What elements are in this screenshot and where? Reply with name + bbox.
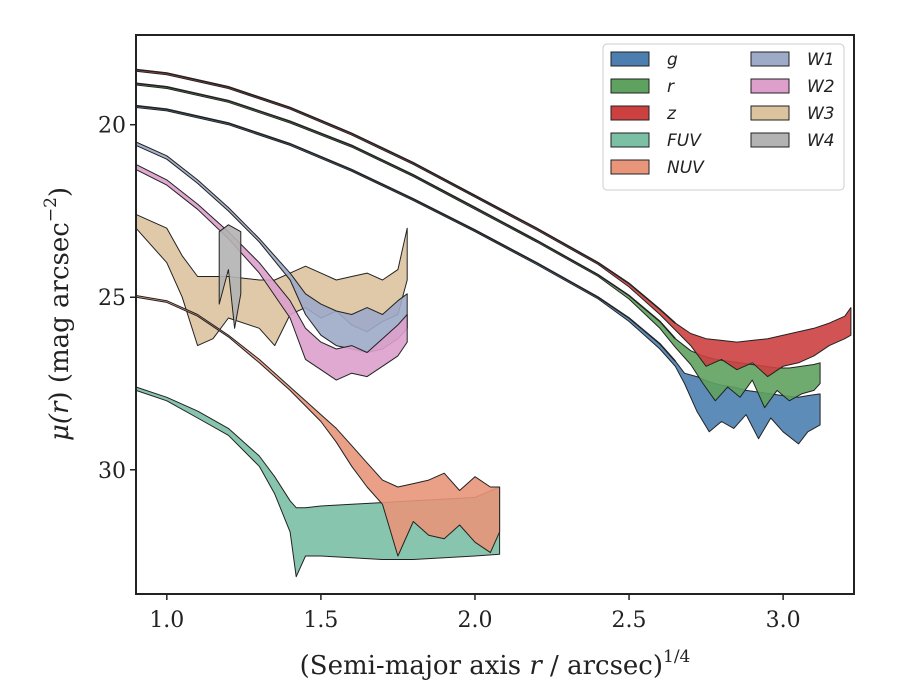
x-axis-label-superscript: 1/4: [663, 647, 690, 667]
legend-label-w3: W3: [807, 104, 835, 124]
x-tick-label: 1.5: [303, 608, 338, 633]
legend-label-w1: W1: [807, 50, 835, 70]
legend-label-w2: W2: [807, 77, 835, 97]
band-areas: [135, 69, 852, 578]
x-tick-label: 1.0: [149, 608, 184, 633]
legend-swatch-w3: [750, 105, 790, 121]
legend-swatch-nuv: [610, 159, 650, 175]
y-tick-label: 25: [98, 286, 126, 311]
x-ticks: 1.0 1.5 2.0 2.5 3.0: [149, 594, 801, 633]
legend-label-r: r: [667, 77, 675, 97]
legend-label-nuv: NUV: [667, 158, 705, 178]
y-tick-label: 20: [98, 114, 126, 139]
profile-line-2: [135, 82, 676, 340]
y-axis-label-mu: μ(: [45, 413, 75, 441]
x-axis-label-var: r: [529, 651, 543, 681]
band-area-w4: [218, 224, 242, 329]
x-tick-label: 3.0: [766, 608, 801, 633]
band-area-w2: [135, 163, 408, 381]
legend-label-z: z: [666, 104, 677, 124]
plot-frame: [135, 34, 855, 595]
legend-swatch-fuv: [610, 132, 650, 148]
profile-line-1: [135, 68, 676, 324]
legend-label-w4: W4: [807, 131, 835, 151]
x-axis-label-middle: / arcsec): [542, 651, 663, 681]
legend-swatch-g: [610, 51, 650, 67]
legend: grz FUV NUV W1 W2 W3 W4: [602, 43, 845, 191]
profile-line-3: [135, 104, 676, 362]
y-axis-label-close: ): [45, 187, 75, 197]
legend-label-fuv: FUV: [667, 131, 702, 151]
x-tick-label: 2.5: [612, 608, 647, 633]
y-tick-label: 30: [98, 459, 126, 484]
profile-lines: [135, 68, 676, 362]
legend-swatch-w1: [750, 51, 790, 67]
y-axis-label-rest: ) (mag arcsec: [45, 222, 75, 401]
x-axis-label-prefix: (Semi-major axis: [300, 651, 530, 681]
legend-swatch-w2: [750, 78, 790, 94]
x-axis-label: (Semi-major axis r / arcsec)1/4: [300, 647, 691, 681]
legend-label-g: g: [667, 50, 678, 70]
y-ticks: 20 25 30: [98, 114, 136, 484]
legend-swatch-w4: [750, 132, 790, 148]
y-axis-label-superscript: −2: [41, 197, 61, 222]
x-tick-label: 2.0: [457, 608, 492, 633]
band-area-nuv: [135, 295, 501, 557]
legend-swatch-r: [610, 78, 650, 94]
y-axis-label: μ(r) (mag arcsec−2): [41, 187, 75, 441]
y-axis-label-var: r: [45, 400, 75, 414]
legend-swatch-z: [610, 105, 650, 121]
